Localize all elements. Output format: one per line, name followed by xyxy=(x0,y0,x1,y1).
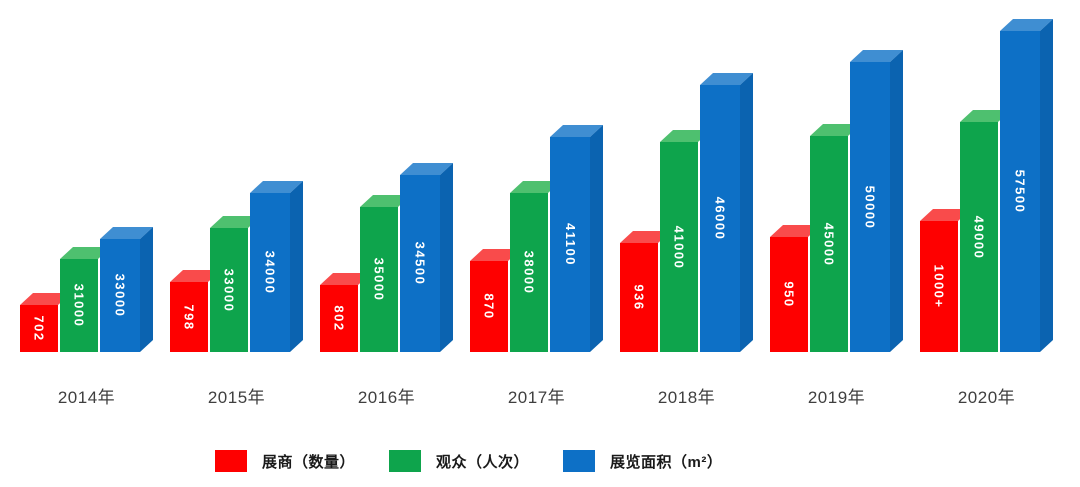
bar-visitors-2014-value-label: 31000 xyxy=(71,283,87,328)
legend: 展商（数量） 观众（人次） 展览面积（m²） xyxy=(0,444,1080,478)
bar-exhibitors-2014-value-label: 702 xyxy=(31,315,47,342)
bar-area-2018: 46000 xyxy=(700,85,740,352)
bar-exhibitors-2014: 702 xyxy=(20,305,58,352)
bar-visitors-2018-top-face xyxy=(660,130,711,142)
legend-label-area: 展览面积（m²） xyxy=(610,453,723,471)
bar-area-2016-side-face xyxy=(440,163,453,352)
bar-visitors-2019-top-face xyxy=(810,124,861,136)
category-label-2020: 2020年 xyxy=(957,388,1016,407)
bar-area-2016: 34500 xyxy=(400,175,440,352)
bar-exhibitors-2020-value-label: 1000+ xyxy=(931,264,947,309)
legend-swatch-area xyxy=(563,450,595,472)
bar-area-2016-top-face xyxy=(400,163,453,175)
category-label-2015: 2015年 xyxy=(207,388,266,407)
bar-area-2019: 50000 xyxy=(850,62,890,352)
bar-area-2015: 34000 xyxy=(250,193,290,352)
category-label-2017: 2017年 xyxy=(507,388,566,407)
bar-visitors-2016: 35000 xyxy=(360,207,398,352)
bar-visitors-2015: 33000 xyxy=(210,228,248,352)
bar-area-2020-value-label: 57500 xyxy=(1012,169,1028,214)
bar-area-2014: 33000 xyxy=(100,239,140,352)
bar-area-2017-side-face xyxy=(590,125,603,352)
bar-visitors-2019: 45000 xyxy=(810,136,848,352)
bar-visitors-2017-top-face xyxy=(510,181,561,193)
bar-area-2019-side-face xyxy=(890,50,903,352)
category-label-2016: 2016年 xyxy=(357,388,416,407)
bar-area-2017-top-face xyxy=(550,125,603,137)
bar-area-2018-side-face xyxy=(740,73,753,352)
bar-area-2016-value-label: 34500 xyxy=(412,241,428,286)
legend-item-area: 展览面积（m²） xyxy=(563,444,722,478)
bar-visitors-2019-value-label: 45000 xyxy=(821,222,837,266)
bar-area-2015-side-face xyxy=(290,181,303,352)
bar-exhibitors-2019-value-label: 950 xyxy=(781,281,797,308)
bar-visitors-2014-top-face xyxy=(60,247,111,259)
bar-exhibitors-2018: 936 xyxy=(620,243,658,352)
bar-area-2019-value-label: 50000 xyxy=(862,185,878,229)
bar-exhibitors-2018-top-face xyxy=(620,231,671,243)
bar-area-2018-value-label: 46000 xyxy=(712,196,728,241)
bar-visitors-2014: 31000 xyxy=(60,259,98,352)
bar-exhibitors-2016-top-face xyxy=(320,273,371,285)
bar-visitors-2015-value-label: 33000 xyxy=(221,268,237,312)
bar-area-2020-top-face xyxy=(1000,19,1053,31)
bar-exhibitors-2017-top-face xyxy=(470,249,521,261)
legend-swatch-visitors xyxy=(389,450,421,472)
bar-area-2017-value-label: 41100 xyxy=(562,223,578,266)
bar-visitors-2017-value-label: 38000 xyxy=(521,250,537,295)
bar-visitors-2018: 41000 xyxy=(660,142,698,352)
bar-exhibitors-2020: 1000+ xyxy=(920,221,958,352)
bar-visitors-2020-top-face xyxy=(960,110,1011,122)
category-label-2014: 2014年 xyxy=(57,388,116,407)
bar-exhibitors-2018-value-label: 936 xyxy=(631,284,647,311)
bar-exhibitors-2015-value-label: 798 xyxy=(181,303,197,331)
bar-area-2014-top-face xyxy=(100,227,153,239)
bar-area-2019-top-face xyxy=(850,50,903,62)
bar-area-2020-side-face xyxy=(1040,19,1053,352)
bar-area-2014-side-face xyxy=(140,227,153,352)
bar-exhibitors-2019: 950 xyxy=(770,237,808,352)
category-label-2018: 2018年 xyxy=(657,388,716,407)
bar-area-2020: 57500 xyxy=(1000,31,1040,352)
bar-area-2015-value-label: 34000 xyxy=(262,250,278,295)
bar-exhibitors-2016-value-label: 802 xyxy=(331,305,347,332)
bar-area-2017: 41100 xyxy=(550,137,590,352)
bar-exhibitors-2017-value-label: 870 xyxy=(481,293,497,320)
bar-area-2015-top-face xyxy=(250,181,303,193)
bar-exhibitors-2019-top-face xyxy=(770,225,821,237)
bar-visitors-2016-top-face xyxy=(360,195,411,207)
legend-label-exhibitors: 展商（数量） xyxy=(262,453,356,471)
bar-visitors-2015-top-face xyxy=(210,216,261,228)
bar-exhibitors-2017: 870 xyxy=(470,261,508,352)
bar-exhibitors-2014-top-face xyxy=(20,293,71,305)
bar-area-2018-top-face xyxy=(700,73,753,85)
bar-exhibitors-2016: 802 xyxy=(320,285,358,352)
bar-visitors-2018-value-label: 41000 xyxy=(671,225,687,269)
bar-visitors-2017: 38000 xyxy=(510,193,548,352)
bar-exhibitors-2015: 798 xyxy=(170,282,208,352)
category-label-2019: 2019年 xyxy=(807,388,866,407)
legend-label-visitors: 观众（人次） xyxy=(436,453,530,471)
bar-visitors-2020-value-label: 49000 xyxy=(971,215,987,259)
bar-exhibitors-2015-top-face xyxy=(170,270,221,282)
bar-area-2014-value-label: 33000 xyxy=(112,273,128,318)
legend-swatch-exhibitors xyxy=(215,450,247,472)
legend-item-exhibitors: 展商（数量） xyxy=(215,444,355,478)
bar-exhibitors-2020-top-face xyxy=(920,209,971,221)
legend-item-visitors: 观众（人次） xyxy=(389,444,529,478)
bar-visitors-2016-value-label: 35000 xyxy=(371,257,387,302)
bar-visitors-2020: 49000 xyxy=(960,122,998,352)
